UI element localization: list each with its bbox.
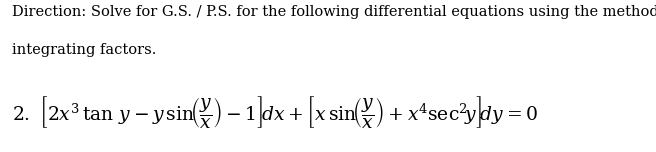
Text: $2.\ \left[2x^3\!\ \mathrm{tan}\ y - y\,\mathrm{sin}\!\left(\dfrac{y}{x}\right) : $2.\ \left[2x^3\!\ \mathrm{tan}\ y - y\,… <box>12 94 538 130</box>
Text: Direction: Solve for G.S. / P.S. for the following differential equations using : Direction: Solve for G.S. / P.S. for the… <box>12 5 656 19</box>
Text: integrating factors.: integrating factors. <box>12 43 156 57</box>
